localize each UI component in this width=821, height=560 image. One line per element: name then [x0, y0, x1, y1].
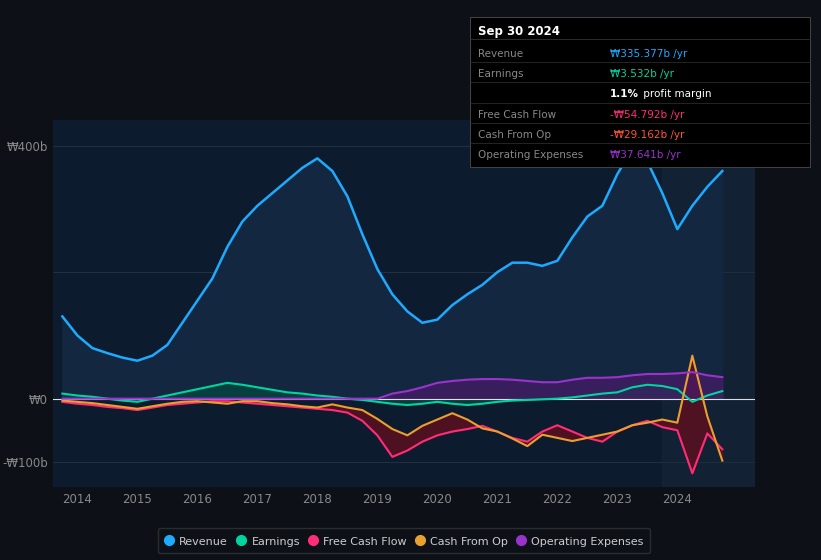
Text: -₩54.792b /yr: -₩54.792b /yr — [610, 110, 685, 120]
Text: 1.1%: 1.1% — [610, 89, 639, 99]
Bar — [663, 120, 755, 487]
Text: Operating Expenses: Operating Expenses — [478, 150, 584, 160]
Text: ₩3.532b /yr: ₩3.532b /yr — [610, 69, 674, 79]
Text: ₩37.641b /yr: ₩37.641b /yr — [610, 150, 681, 160]
Text: Cash From Op: Cash From Op — [478, 130, 551, 140]
Legend: Revenue, Earnings, Free Cash Flow, Cash From Op, Operating Expenses: Revenue, Earnings, Free Cash Flow, Cash … — [158, 529, 650, 553]
Text: Earnings: Earnings — [478, 69, 524, 79]
Text: Sep 30 2024: Sep 30 2024 — [478, 25, 560, 38]
Text: Revenue: Revenue — [478, 49, 523, 59]
Text: -₩29.162b /yr: -₩29.162b /yr — [610, 130, 685, 140]
Text: profit margin: profit margin — [640, 89, 712, 99]
Text: ₩335.377b /yr: ₩335.377b /yr — [610, 49, 687, 59]
Text: Free Cash Flow: Free Cash Flow — [478, 110, 557, 120]
